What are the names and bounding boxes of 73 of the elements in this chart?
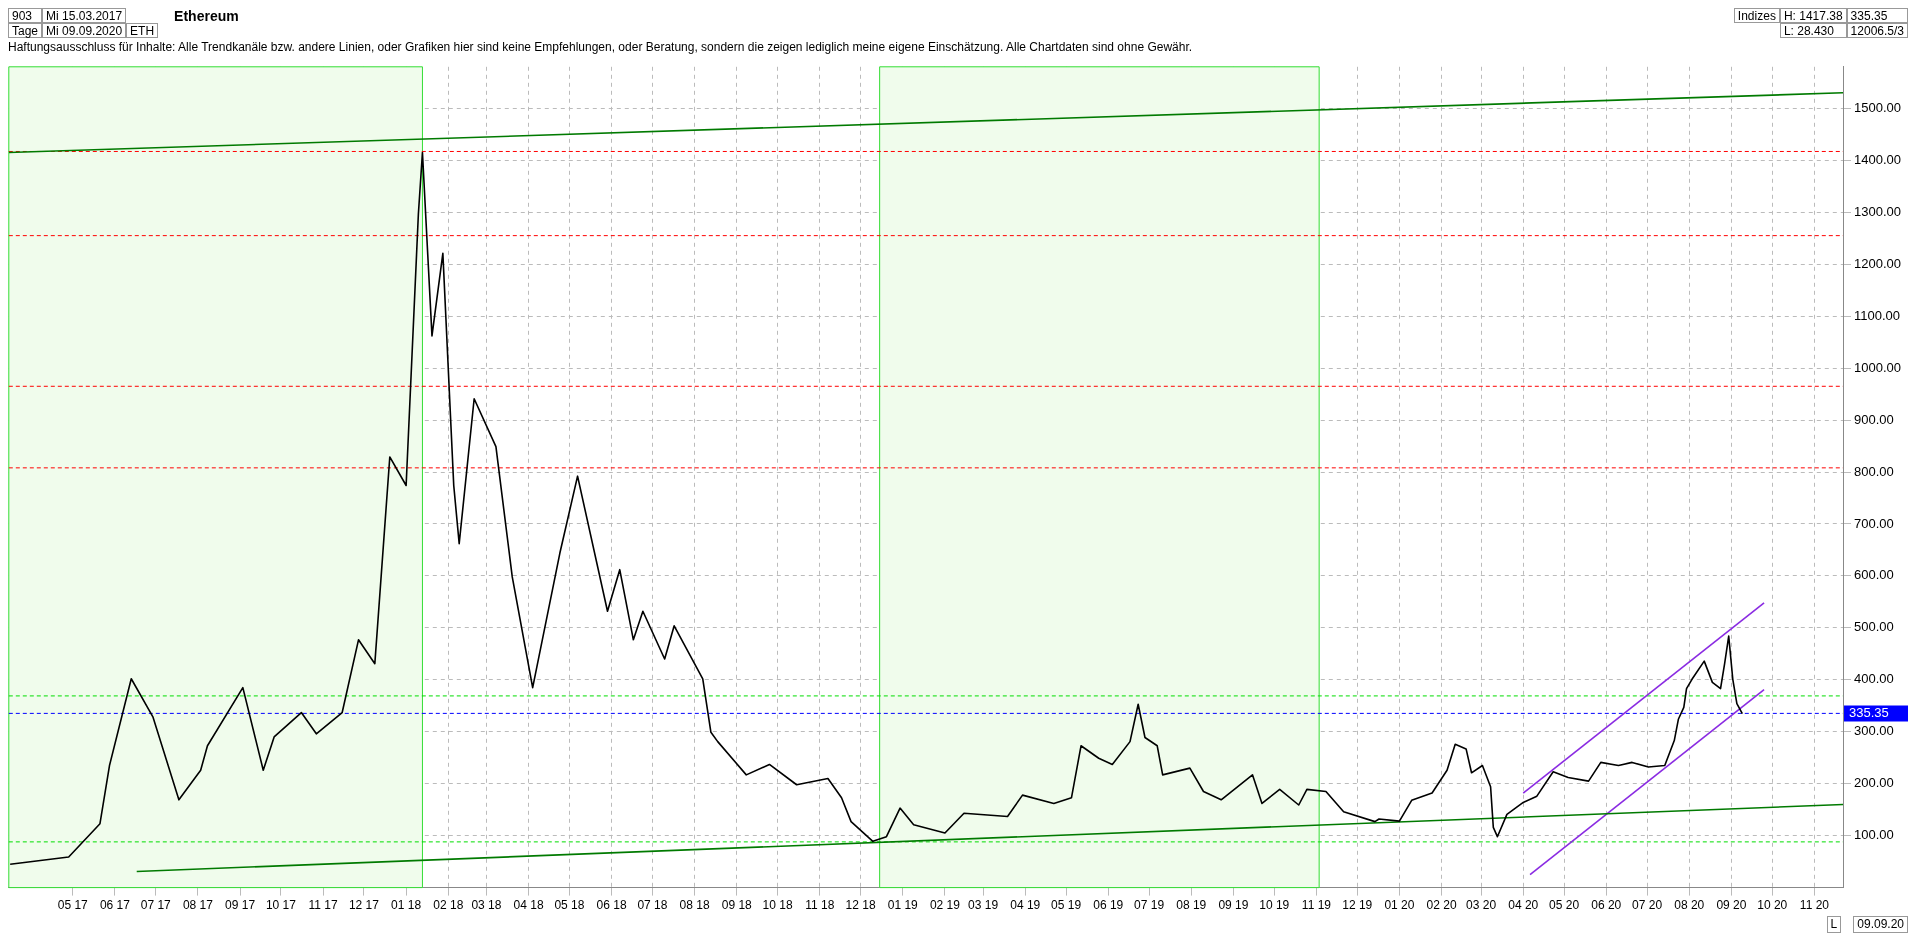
- x-tick-label: 01 19: [887, 898, 919, 913]
- x-tick-label: 06 17: [99, 898, 131, 913]
- y-tick-label: 700.00: [1854, 515, 1894, 531]
- x-tick-label: 06 19: [1093, 898, 1124, 913]
- x-tick-label: 10 18: [762, 898, 793, 913]
- x-tick-label: 07 18: [637, 898, 668, 913]
- x-tick-label: 01 20: [1384, 898, 1415, 913]
- chart-title: Ethereum: [174, 8, 239, 24]
- x-tick-label: 09 19: [1218, 898, 1249, 913]
- text: 903: [8, 8, 43, 23]
- x-tick-label: 08 17: [182, 898, 214, 913]
- x-tick-label: 12 19: [1342, 898, 1373, 913]
- text: H: 1417.38: [1779, 8, 1847, 23]
- y-tick-label: 1500.00: [1854, 99, 1902, 115]
- x-tick-label: 11 20: [1799, 898, 1830, 913]
- y-tick-label: 500.00: [1854, 619, 1894, 635]
- x-tick-label: 09 20: [1716, 898, 1747, 913]
- x-tick-label: 10 20: [1757, 898, 1788, 913]
- text: ETH: [126, 23, 159, 38]
- text: Tage: [8, 23, 43, 38]
- y-tick-label: 200.00: [1854, 775, 1894, 791]
- y-tick-label: 1200.00: [1854, 255, 1902, 271]
- x-tick-label: 08 19: [1176, 898, 1207, 913]
- x-tick-label: 06 20: [1591, 898, 1622, 913]
- text: 12006.5/3: [1846, 23, 1908, 38]
- x-tick-label: 11 18: [805, 898, 835, 913]
- x-tick-label: 11 17: [308, 898, 339, 913]
- x-tick-label: 05 17: [57, 898, 89, 913]
- x-tick-label: 01 18: [391, 898, 422, 913]
- text: Mi 09.09.2020: [42, 23, 127, 38]
- x-tick-label: 06 18: [596, 898, 627, 913]
- x-tick-label: 09 17: [225, 898, 256, 913]
- y-tick-label: 1100.00: [1854, 307, 1901, 323]
- text: 09.09.20: [1853, 916, 1908, 933]
- text: L: [1826, 916, 1842, 933]
- x-tick-label: 02 19: [929, 898, 961, 913]
- x-tick-label: 03 20: [1466, 898, 1497, 913]
- y-tick-label: 300.00: [1854, 723, 1894, 739]
- text: L: 28.430: [1779, 23, 1847, 38]
- text: Mi 15.03.2017: [42, 8, 127, 23]
- x-tick-label: 07 19: [1134, 898, 1165, 913]
- y-tick-label: 1000.00: [1854, 359, 1902, 375]
- text: 335.35: [1846, 8, 1908, 23]
- x-tick-label: 10 17: [265, 898, 297, 913]
- x-tick-label: 12 17: [348, 898, 380, 913]
- x-tick-label: 03 19: [968, 898, 999, 913]
- x-tick-label: 07 17: [140, 898, 172, 913]
- x-tick-label: 11 19: [1301, 898, 1332, 913]
- x-tick-label: 08 18: [679, 898, 710, 913]
- x-tick-label: 02 18: [433, 898, 464, 913]
- x-tick-label: 02 20: [1426, 898, 1457, 913]
- x-tick-label: 12 18: [845, 898, 876, 913]
- text: Indizes: [1733, 8, 1780, 23]
- x-tick-label: 04 18: [513, 898, 544, 913]
- y-tick-label: 400.00: [1854, 671, 1894, 687]
- y-tick-label: 600.00: [1854, 567, 1894, 583]
- y-tick-label: 1400.00: [1854, 151, 1902, 167]
- x-tick-label: 04 20: [1508, 898, 1539, 913]
- x-tick-label: 05 20: [1549, 898, 1580, 913]
- x-tick-label: 07 20: [1632, 898, 1663, 913]
- x-tick-label: 03 18: [471, 898, 502, 913]
- x-tick-label: 09 18: [721, 898, 753, 913]
- y-tick-label: 900.00: [1854, 411, 1894, 427]
- y-tick-label: 100.00: [1854, 827, 1894, 843]
- x-tick-label: 05 18: [554, 898, 585, 913]
- y-tick-label: 800.00: [1854, 463, 1894, 479]
- x-tick-label: 10 19: [1259, 898, 1290, 913]
- x-tick-label: 08 20: [1674, 898, 1705, 913]
- ref-line-label: 335.35: [1849, 704, 1889, 720]
- chart-subtitle: Haftungsausschluss für Inhalte: Alle Trendkanäle bzw. andere Linien, oder Grafiken hier sind keine Empfehlungen, oder Beratung, sondern die zeigen lediglich meine eigene Einschätzung. Alle Chartdaten sind ohne Gewähr.: [8, 39, 1194, 56]
- x-tick-label: 04 19: [1010, 898, 1041, 913]
- x-tick-label: 05 19: [1051, 898, 1082, 913]
- y-tick-label: 1300.00: [1854, 203, 1902, 219]
